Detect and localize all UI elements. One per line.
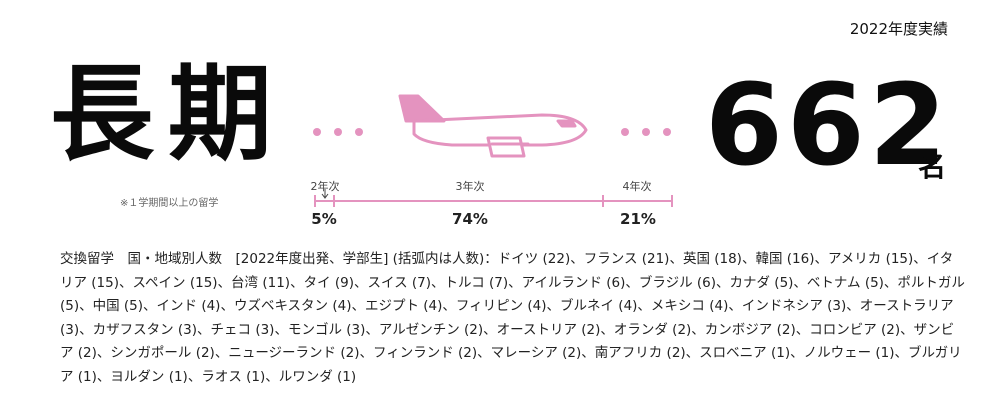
dot [663,128,671,136]
timeline-label-year2: 2年次 [310,180,340,193]
page-title: 長期 [50,53,287,175]
dots-right [621,128,671,136]
dot [355,128,363,136]
year-label: 2022年度実績 [849,20,948,38]
timeline-line [314,189,673,207]
footnote: ※１学期間以上の留学 [120,198,219,209]
country-breakdown: 交換留学 国・地域別人数 [2022年度出発、学部生] (括弧内は人数)：ドイツ… [60,251,965,385]
dot [642,128,650,136]
timeline-percent-year4: 21% [620,210,656,228]
timeline-label-year4: 4年次 [622,180,652,193]
dot [334,128,342,136]
dot [621,128,629,136]
dot [313,128,321,136]
dots-left [313,128,363,136]
timeline-label-year3: 3年次 [455,180,485,193]
count-unit: 名 [918,150,947,183]
timeline-percent-year3: 74% [452,210,488,228]
grade-timeline: 2年次 3年次 4年次 5% 74% 21% [300,175,700,235]
airplane-icon [398,94,588,158]
timeline-percent-year2: 5% [311,210,337,228]
student-count: 662 [705,61,951,191]
